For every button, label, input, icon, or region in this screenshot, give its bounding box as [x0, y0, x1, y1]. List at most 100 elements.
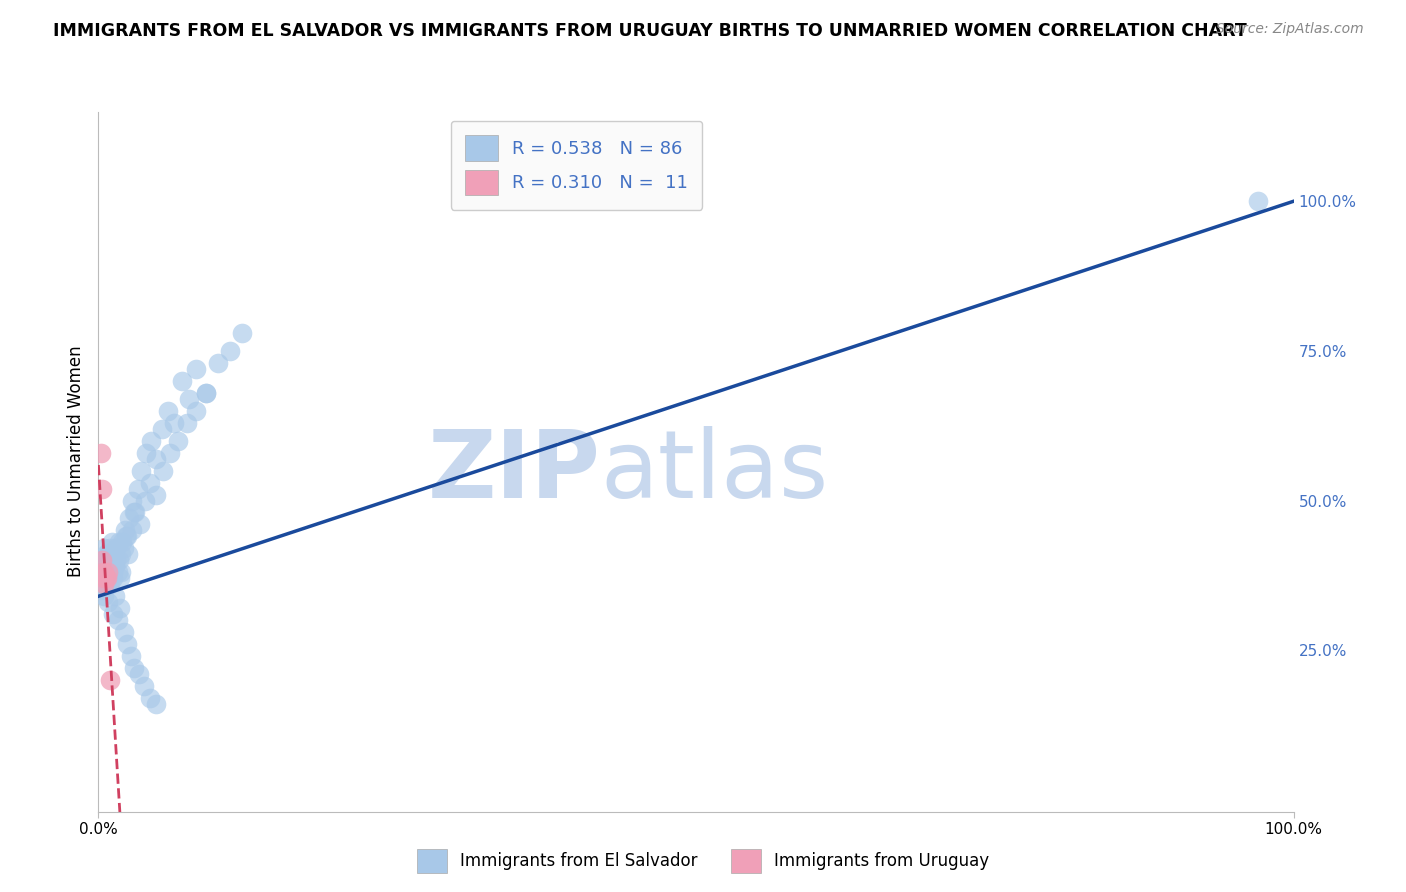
- Point: [131, 464, 153, 478]
- Point: [179, 392, 201, 406]
- Point: [91, 553, 114, 567]
- Point: [195, 385, 218, 400]
- Point: [150, 422, 173, 436]
- Point: [98, 541, 122, 556]
- Text: Source: ZipAtlas.com: Source: ZipAtlas.com: [1216, 22, 1364, 37]
- Point: [93, 577, 115, 591]
- Point: [115, 637, 138, 651]
- Point: [112, 541, 135, 556]
- Legend: Immigrants from El Salvador, Immigrants from Uruguay: Immigrants from El Salvador, Immigrants …: [411, 842, 995, 880]
- Point: [145, 487, 167, 501]
- Y-axis label: Births to Unmarried Women: Births to Unmarried Women: [66, 346, 84, 577]
- Point: [152, 464, 174, 478]
- Point: [98, 577, 121, 591]
- Point: [91, 553, 114, 567]
- Text: IMMIGRANTS FROM EL SALVADOR VS IMMIGRANTS FROM URUGUAY BIRTHS TO UNMARRIED WOMEN: IMMIGRANTS FROM EL SALVADOR VS IMMIGRANT…: [53, 22, 1247, 40]
- Point: [124, 506, 146, 520]
- Point: [176, 416, 198, 430]
- Point: [96, 559, 118, 574]
- Point: [124, 506, 146, 520]
- Point: [91, 482, 114, 496]
- Point: [91, 577, 114, 591]
- Point: [105, 553, 128, 567]
- Point: [103, 547, 125, 561]
- Point: [231, 326, 253, 340]
- Point: [94, 566, 117, 580]
- Point: [132, 679, 155, 693]
- Point: [91, 571, 114, 585]
- Point: [107, 553, 129, 567]
- Point: [145, 697, 167, 711]
- Point: [207, 356, 229, 370]
- Point: [186, 362, 208, 376]
- Point: [98, 577, 122, 591]
- Text: atlas: atlas: [600, 426, 828, 518]
- Point: [110, 566, 132, 580]
- Point: [107, 613, 129, 627]
- Point: [97, 566, 120, 580]
- Point: [172, 374, 194, 388]
- Point: [129, 517, 152, 532]
- Point: [121, 524, 143, 538]
- Point: [163, 416, 186, 430]
- Point: [117, 547, 139, 561]
- Point: [91, 571, 114, 585]
- Point: [219, 343, 242, 358]
- Point: [108, 571, 131, 585]
- Point: [195, 385, 218, 400]
- Point: [98, 566, 121, 580]
- Point: [91, 566, 114, 580]
- Point: [91, 583, 114, 598]
- Point: [93, 566, 115, 580]
- Point: [114, 524, 136, 538]
- Point: [90, 445, 112, 459]
- Point: [91, 566, 114, 580]
- Point: [100, 535, 122, 549]
- Point: [139, 691, 162, 706]
- Point: [98, 673, 122, 687]
- Point: [112, 625, 135, 640]
- Point: [101, 571, 124, 585]
- Point: [120, 649, 142, 664]
- Point: [1247, 194, 1270, 209]
- Point: [167, 434, 190, 448]
- Point: [121, 493, 143, 508]
- Point: [186, 403, 208, 417]
- Point: [105, 541, 128, 556]
- Point: [97, 553, 120, 567]
- Point: [127, 482, 149, 496]
- Point: [97, 547, 120, 561]
- Point: [118, 511, 141, 525]
- Legend: R = 0.538   N = 86, R = 0.310   N =  11: R = 0.538 N = 86, R = 0.310 N = 11: [450, 120, 703, 210]
- Point: [156, 403, 179, 417]
- Point: [104, 589, 127, 603]
- Point: [111, 535, 134, 549]
- Point: [96, 571, 118, 585]
- Point: [91, 559, 114, 574]
- Point: [108, 601, 131, 615]
- Point: [139, 475, 162, 490]
- Point: [100, 559, 122, 574]
- Point: [94, 547, 117, 561]
- Point: [94, 577, 117, 591]
- Point: [107, 566, 129, 580]
- Point: [107, 535, 129, 549]
- Point: [93, 589, 115, 603]
- Point: [145, 451, 167, 466]
- Point: [96, 566, 118, 580]
- Point: [93, 571, 115, 585]
- Point: [128, 667, 150, 681]
- Point: [104, 559, 127, 574]
- Point: [98, 553, 122, 567]
- Point: [124, 661, 146, 675]
- Point: [135, 445, 157, 459]
- Point: [93, 541, 115, 556]
- Point: [101, 566, 124, 580]
- Point: [115, 529, 138, 543]
- Point: [97, 595, 120, 609]
- Point: [110, 547, 132, 561]
- Point: [139, 434, 162, 448]
- Point: [134, 493, 156, 508]
- Point: [159, 445, 181, 459]
- Point: [115, 529, 138, 543]
